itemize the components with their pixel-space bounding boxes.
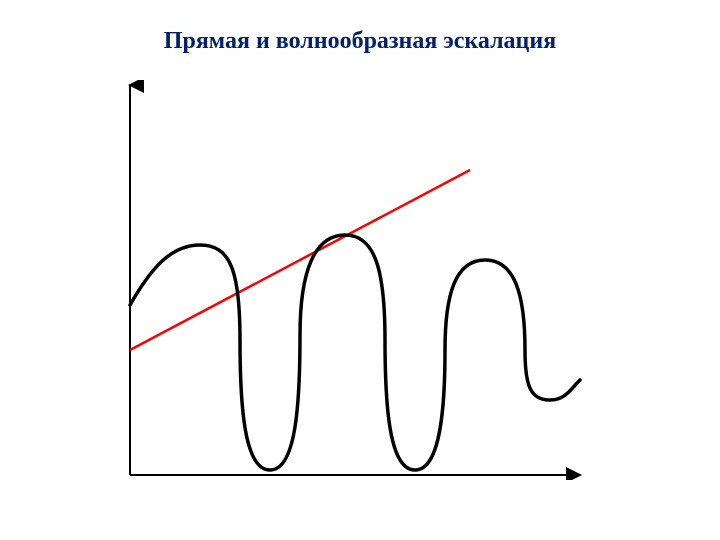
chart-title: Прямая и волнообразная эскалация (0, 28, 720, 55)
chart-svg (120, 80, 590, 480)
wave-escalation-line (130, 235, 580, 470)
